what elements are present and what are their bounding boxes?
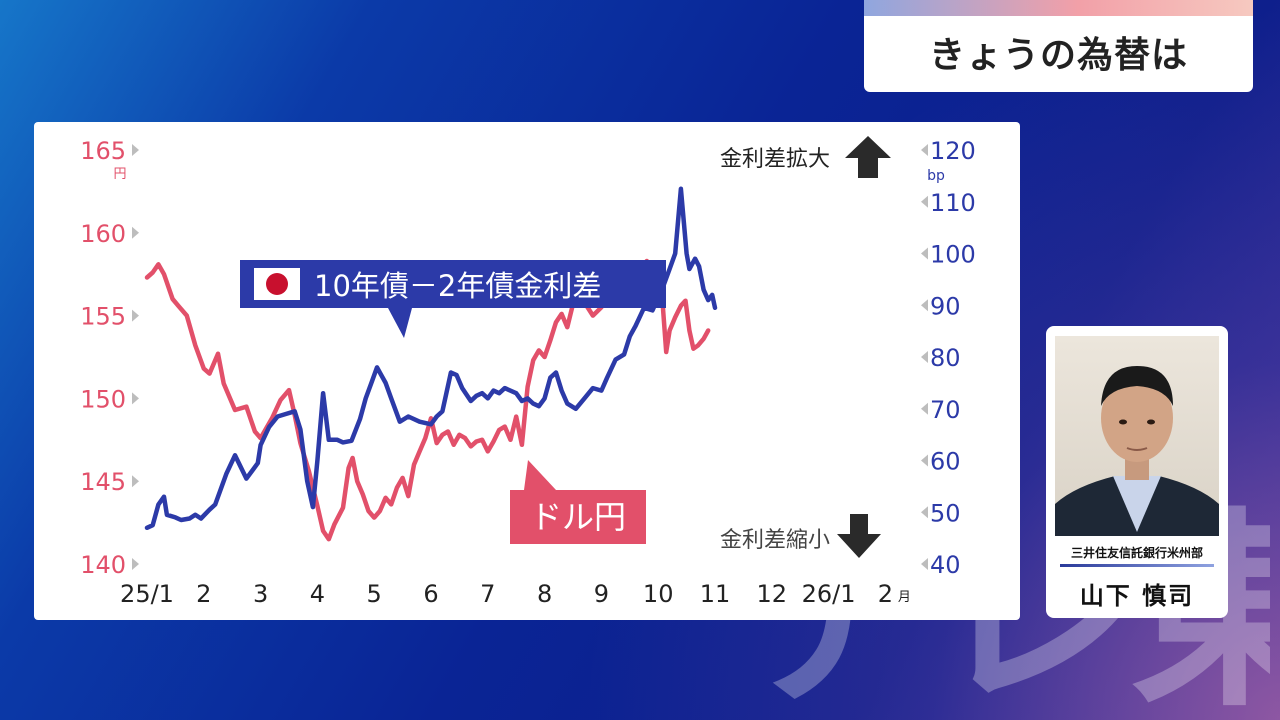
y-right-tick-arrow [921,558,928,570]
y-left-tick-label: 165 [80,137,126,165]
x-tick-label: 9 [594,580,609,608]
y-right-tick-arrow [921,506,928,519]
fx-chart: 140 145 150 155 160 165 円 40 50 60 70 80 90 100 110 120… [80,136,976,608]
commentator-card: 三井住友信託銀行米州部 山下 慎司 [1046,326,1228,618]
y-right-tick-label: 70 [930,396,961,424]
y-right-tick-arrow [921,195,928,208]
y-right-tick-label: 50 [930,499,961,527]
arrow-down-icon [837,514,881,558]
spread-series-line [144,186,718,531]
y-left-tick-label: 145 [80,468,126,496]
commentator-affiliation: 三井住友信託銀行米州部 [1070,546,1203,560]
x-tick-label: 3 [253,580,268,608]
x-tick-label: 10 [643,580,674,608]
x-tick-label: 5 [367,580,382,608]
spread-label-box [240,260,666,338]
y-left-tick-arrow [132,226,139,239]
x-tick-label: 7 [480,580,495,608]
widening-annotation: 金利差拡大 [720,147,830,172]
x-tick-label: 6 [423,580,438,608]
y-right-tick-arrow [921,402,928,415]
spread-series-label: 10年債－2年債金利差 [314,269,601,303]
y-left-tick-arrow [132,475,139,488]
y-left-tick-label: 150 [80,385,126,413]
x-tick-label: 25/1 [120,580,174,608]
y-right-tick-label: 40 [930,551,961,579]
usdjpy-series-label: ドル円 [530,498,626,536]
x-tick-label: 11 [700,580,731,608]
y-left-tick-label: 160 [80,220,126,248]
y-right-tick-arrow [921,144,928,156]
x-tick-label: 4 [310,580,325,608]
arrow-up-icon [845,136,891,178]
title-accent-strip [864,0,1253,16]
commentator-photo [1055,336,1219,536]
y-right-tick-label: 60 [930,448,961,476]
y-right-tick-label: 80 [930,344,961,372]
y-left-tick-label: 140 [80,551,126,579]
title-banner: きょうの為替は [864,0,1253,92]
y-left-tick-arrow [132,144,139,156]
x-axis-unit: 月 [898,590,911,605]
x-tick-label: 12 [757,580,788,608]
y-right-tick-arrow [921,247,928,260]
y-left-unit: 円 [113,167,126,182]
y-right-unit: bp [927,168,945,184]
person-photo-icon [1055,366,1219,536]
y-left-tick-arrow [132,309,139,322]
chart-panel: 140 145 150 155 160 165 円 40 50 60 70 80 90 100 110 120… [34,122,1020,620]
y-right-tick-arrow [921,299,928,312]
japan-flag-sun [266,273,288,295]
x-tick-label: 26/1 [802,580,856,608]
x-tick-label: 2 [878,580,893,608]
affiliation-underline [1060,564,1214,567]
y-left-tick-arrow [132,558,139,570]
y-right-tick-label: 100 [930,241,976,269]
x-tick-label: 8 [537,580,552,608]
y-right-tick-arrow [921,351,928,363]
usdjpy-label-box [510,460,646,544]
commentator-name: 山下 慎司 [1079,582,1195,610]
page-title: きょうの為替は [928,35,1188,76]
y-left-tick-arrow [132,392,139,405]
y-right-tick-arrow [921,454,928,467]
narrowing-annotation: 金利差縮小 [720,528,830,553]
y-left-tick-label: 155 [80,303,126,331]
y-right-tick-label: 110 [930,189,976,217]
y-right-tick-label: 120 [930,137,976,165]
y-right-tick-label: 90 [930,292,961,320]
x-tick-label: 2 [196,580,211,608]
